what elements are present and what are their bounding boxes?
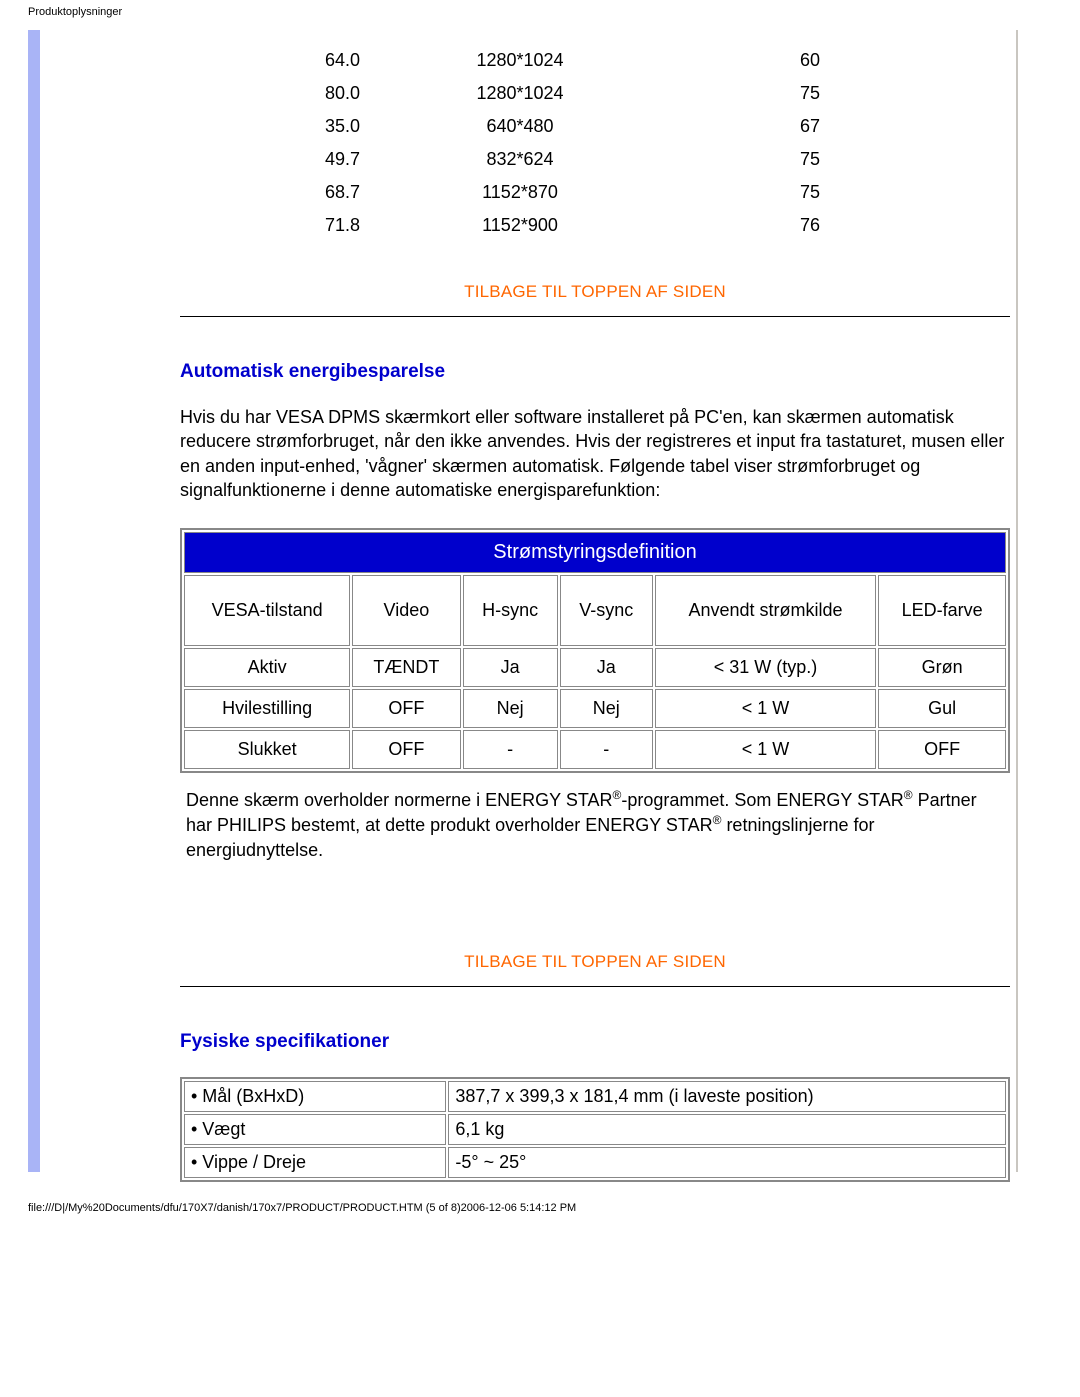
section-title-energy: Automatisk energibesparelse: [180, 361, 1010, 383]
cell: OFF: [352, 730, 460, 769]
res-resolution: 640*480: [360, 116, 680, 137]
energy-star-note: Denne skærm overholder normerne i ENERGY…: [180, 787, 1010, 862]
res-resolution: 1280*1024: [360, 50, 680, 71]
cell: Nej: [560, 689, 653, 728]
res-hz: 75: [680, 83, 820, 104]
res-freq: 49.7: [240, 149, 360, 170]
res-hz: 60: [680, 50, 820, 71]
section-title-physical: Fysiske specifikationer: [180, 1031, 1010, 1053]
power-table-header: Strømstyringsdefinition: [184, 532, 1006, 573]
text: -programmet. Som ENERGY STAR: [621, 790, 903, 810]
res-hz: 67: [680, 116, 820, 137]
res-freq: 35.0: [240, 116, 360, 137]
col-header: Video: [352, 575, 460, 646]
registered-icon: ®: [904, 788, 913, 802]
spec-value: 387,7 x 399,3 x 181,4 mm (i laveste posi…: [448, 1081, 1006, 1112]
res-freq: 71.8: [240, 215, 360, 236]
table-row: Slukket OFF - - < 1 W OFF: [184, 730, 1006, 769]
table-row: 64.0 1280*1024 60: [240, 44, 880, 77]
res-hz: 75: [680, 149, 820, 170]
table-row: 68.7 1152*870 75: [240, 176, 880, 209]
back-to-top-link[interactable]: TILBAGE TIL TOPPEN AF SIDEN: [180, 952, 1010, 972]
res-hz: 75: [680, 182, 820, 203]
table-row: Aktiv TÆNDT Ja Ja < 31 W (typ.) Grøn: [184, 648, 1006, 687]
res-resolution: 1280*1024: [360, 83, 680, 104]
page-footer: file:///D|/My%20Documents/dfu/170X7/dani…: [0, 1182, 1080, 1222]
cell: Ja: [560, 648, 653, 687]
spec-label: • Mål (BxHxD): [184, 1081, 446, 1112]
back-to-top-link[interactable]: TILBAGE TIL TOPPEN AF SIDEN: [180, 282, 1010, 302]
table-row: • Vippe / Dreje -5° ~ 25°: [184, 1147, 1006, 1178]
right-rule: [1016, 30, 1018, 1172]
cell: OFF: [352, 689, 460, 728]
res-resolution: 832*624: [360, 149, 680, 170]
table-row: 71.8 1152*900 76: [240, 209, 880, 242]
table-row: Hvilestilling OFF Nej Nej < 1 W Gul: [184, 689, 1006, 728]
left-rail: [28, 30, 40, 1172]
cell: Nej: [463, 689, 558, 728]
cell: < 1 W: [655, 730, 877, 769]
cell: Hvilestilling: [184, 689, 350, 728]
col-header: Anvendt strømkilde: [655, 575, 877, 646]
table-row: 49.7 832*624 75: [240, 143, 880, 176]
power-table: Strømstyringsdefinition VESA-tilstand Vi…: [180, 528, 1010, 773]
energy-intro: Hvis du har VESA DPMS skærmkort eller so…: [180, 405, 1010, 502]
spec-label: • Vægt: [184, 1114, 446, 1145]
spec-table: • Mål (BxHxD) 387,7 x 399,3 x 181,4 mm (…: [180, 1077, 1010, 1182]
resolution-table: 64.0 1280*1024 60 80.0 1280*1024 75 35.0…: [240, 44, 880, 242]
cell: Grøn: [878, 648, 1006, 687]
cell: Aktiv: [184, 648, 350, 687]
spec-value: -5° ~ 25°: [448, 1147, 1006, 1178]
table-row: 80.0 1280*1024 75: [240, 77, 880, 110]
cell: < 1 W: [655, 689, 877, 728]
cell: -: [463, 730, 558, 769]
cell: Slukket: [184, 730, 350, 769]
text: Denne skærm overholder normerne i ENERGY…: [186, 790, 613, 810]
table-row: • Vægt 6,1 kg: [184, 1114, 1006, 1145]
col-header: VESA-tilstand: [184, 575, 350, 646]
col-header: V-sync: [560, 575, 653, 646]
res-freq: 80.0: [240, 83, 360, 104]
cell: TÆNDT: [352, 648, 460, 687]
spec-label: • Vippe / Dreje: [184, 1147, 446, 1178]
table-row: 35.0 640*480 67: [240, 110, 880, 143]
table-row: • Mål (BxHxD) 387,7 x 399,3 x 181,4 mm (…: [184, 1081, 1006, 1112]
cell: Gul: [878, 689, 1006, 728]
res-resolution: 1152*900: [360, 215, 680, 236]
page-header: Produktoplysninger: [0, 0, 1080, 24]
divider: [180, 316, 1010, 317]
cell: OFF: [878, 730, 1006, 769]
cell: Ja: [463, 648, 558, 687]
res-resolution: 1152*870: [360, 182, 680, 203]
spec-value: 6,1 kg: [448, 1114, 1006, 1145]
cell: -: [560, 730, 653, 769]
res-hz: 76: [680, 215, 820, 236]
res-freq: 64.0: [240, 50, 360, 71]
col-header: H-sync: [463, 575, 558, 646]
divider: [180, 986, 1010, 987]
col-header: LED-farve: [878, 575, 1006, 646]
res-freq: 68.7: [240, 182, 360, 203]
cell: < 31 W (typ.): [655, 648, 877, 687]
